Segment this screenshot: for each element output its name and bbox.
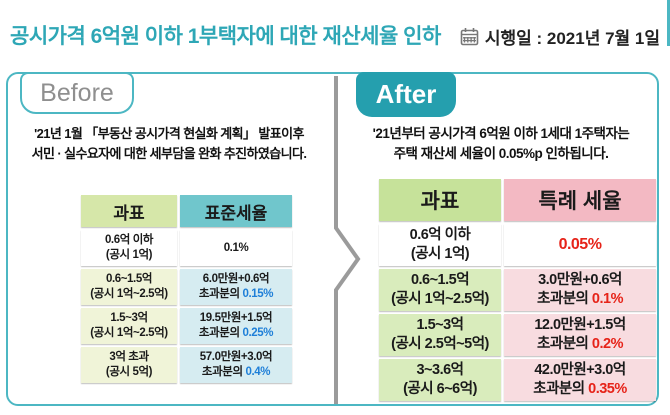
before-table: 과표 표준세율 0.6억 이하 (공시 1억) 0.1% 0.6~1.5억 (공…: [78, 192, 295, 386]
before-header-base: 과표: [81, 195, 177, 227]
after-table: 과표 특례 세율 0.6억 이하 (공시 1억) 0.05% 0.6~1.5억 …: [376, 176, 659, 404]
before-table-row: 0.6억 이하 (공시 1억) 0.1%: [81, 230, 292, 266]
before-header-rate: 표준세율: [180, 195, 292, 227]
before-cell-rate: 6.0만원+0.6억 초과분의 0.15%: [180, 269, 292, 305]
after-cell-base: 0.6~1.5억 (공시 1억~2.5억): [379, 269, 501, 311]
before-cell-rate: 0.1%: [180, 230, 292, 266]
tab-after: After: [356, 72, 456, 117]
effective-date-label: 시행일 : 2021년 7월 1일: [484, 29, 660, 48]
before-cell-base: 3억 초과 (공시 5억): [81, 347, 177, 383]
after-header-rate: 특례 세율: [504, 179, 656, 221]
before-description-line1: '21년 1월 「부동산 공시가격 현실화 계획」 발표이후: [34, 126, 304, 141]
after-cell-base: 3~3.6억 (공시 6~6억): [379, 359, 501, 401]
before-table-row: 3억 초과 (공시 5억) 57.0만원+3.0억 초과분의 0.4%: [81, 347, 292, 383]
after-cell-base: 1.5~3억 (공시 2.5억~5억): [379, 314, 501, 356]
after-table-row: 1.5~3억 (공시 2.5억~5억) 12.0만원+1.5억 초과분의 0.2…: [379, 314, 656, 356]
after-cell-base: 0.6억 이하 (공시 1억): [379, 224, 501, 266]
edge-decoration: [667, 0, 670, 46]
before-table-header-row: 과표 표준세율: [81, 195, 292, 227]
after-header-base: 과표: [379, 179, 501, 221]
after-table-row: 3~3.6억 (공시 6~6억) 42.0만원+3.0억 초과분의 0.35%: [379, 359, 656, 401]
after-description-line2: 주택 재산세 세율이 0.05%p 인하됩니다.: [393, 146, 609, 162]
divider-arrow: [334, 76, 361, 404]
tab-before-label: Before: [40, 78, 114, 107]
page-title: 공시가격 6억원 이하 1부택자에 대한 재산세율 인하: [10, 25, 441, 48]
tab-before: Before: [20, 72, 134, 114]
before-description: '21년 1월 「부동산 공시가격 현실화 계획」 발표이후 서민 · 실수요자…: [2, 124, 336, 163]
before-description-line2: 서민 · 실수요자에 대한 세부담을 완화 추진하였습니다.: [31, 145, 307, 161]
after-table-row: 0.6~1.5억 (공시 1억~2.5억) 3.0만원+0.6억 초과분의 0.…: [379, 269, 656, 311]
after-description: '21년부터 공시가격 6억원 이하 1세대 1주택자는 주택 재산세 세율이 …: [340, 124, 662, 165]
before-cell-rate: 57.0만원+3.0억 초과분의 0.4%: [180, 347, 292, 383]
after-table-row: 0.6억 이하 (공시 1억) 0.05%: [379, 224, 656, 266]
effective-date: 시행일 : 2021년 7월 1일: [460, 24, 660, 49]
calendar-icon: [460, 28, 479, 46]
before-cell-rate: 19.5만원+1.5억 초과분의 0.25%: [180, 308, 292, 344]
before-cell-base: 0.6억 이하 (공시 1억): [81, 230, 177, 266]
before-cell-base: 1.5~3억 (공시 1억~2.5억): [81, 308, 177, 344]
after-cell-rate: 12.0만원+1.5억 초과분의 0.2%: [504, 314, 656, 356]
after-cell-rate: 0.05%: [504, 224, 656, 266]
before-cell-base: 0.6~1.5억 (공시 1억~2.5억): [81, 269, 177, 305]
after-cell-rate: 3.0만원+0.6억 초과분의 0.1%: [504, 269, 656, 311]
before-table-row: 0.6~1.5억 (공시 1억~2.5억) 6.0만원+0.6억 초과분의 0.…: [81, 269, 292, 305]
after-table-header-row: 과표 특례 세율: [379, 179, 656, 221]
after-cell-rate: 42.0만원+3.0억 초과분의 0.35%: [504, 359, 656, 401]
before-table-row: 1.5~3억 (공시 1억~2.5억) 19.5만원+1.5억 초과분의 0.2…: [81, 308, 292, 344]
tab-after-label: After: [375, 79, 437, 109]
after-description-line1: '21년부터 공시가격 6억원 이하 1세대 1주택자는: [372, 126, 630, 141]
